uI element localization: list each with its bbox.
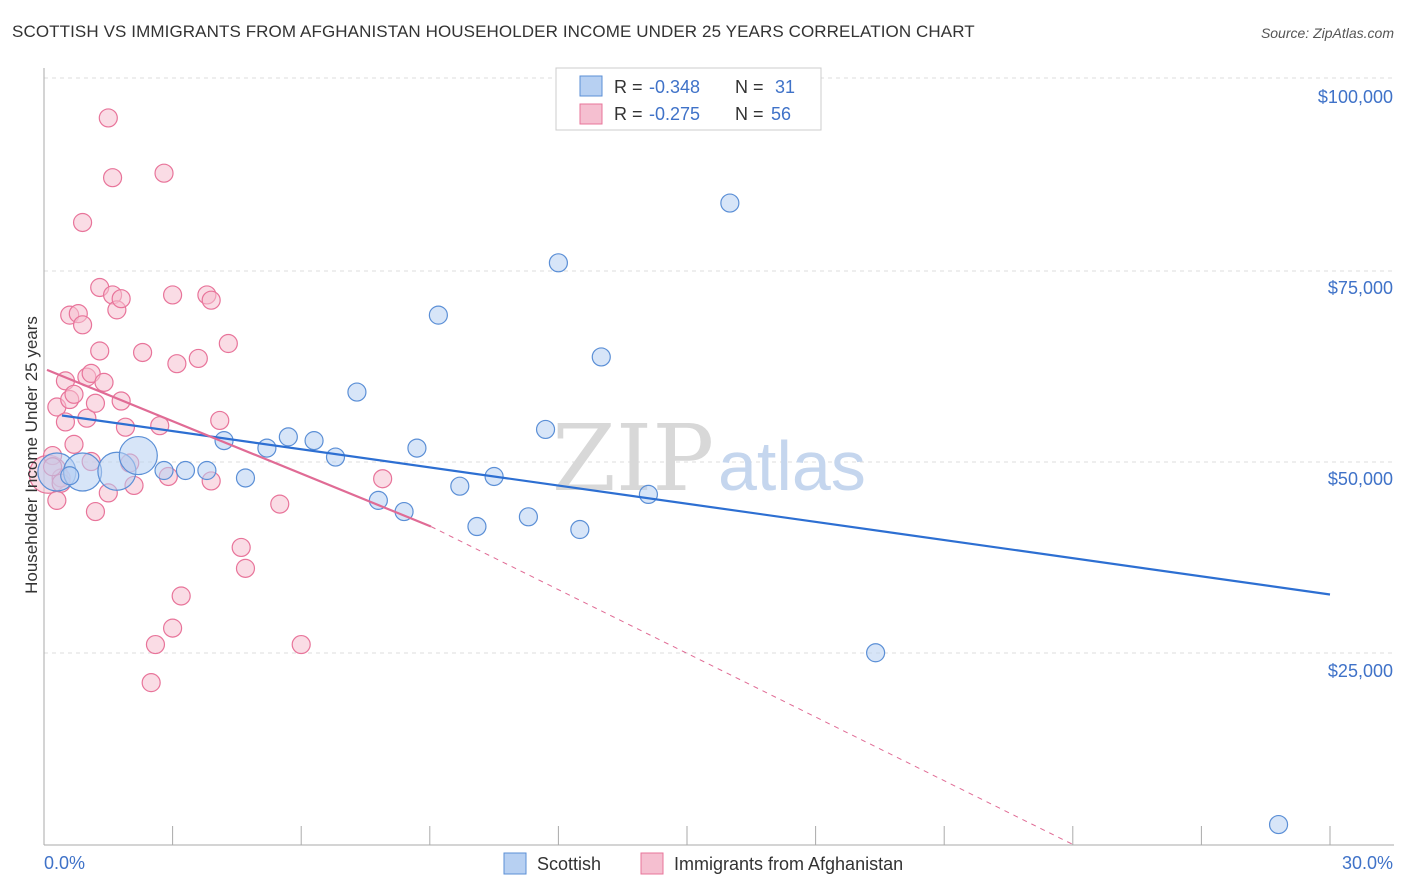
watermark: ZIP atlas xyxy=(552,405,866,512)
chart-title: SCOTTISH VS IMMIGRANTS FROM AFGHANISTAN … xyxy=(12,22,975,41)
afghan-point xyxy=(64,434,84,454)
afghan-point xyxy=(115,417,136,437)
afghan-point xyxy=(72,315,93,335)
afghan-point xyxy=(188,348,208,369)
source-label: Source: ZipAtlas.com xyxy=(1260,25,1394,41)
series-scottish-points xyxy=(37,193,1289,835)
scottish-point xyxy=(428,305,448,325)
stats-n-value-scottish: 31 xyxy=(775,77,795,97)
scottish-point xyxy=(450,476,470,496)
afghan-point xyxy=(163,618,183,638)
series-afghan-points xyxy=(28,108,393,693)
y-tick-labels: $100,000 $75,000 $50,000 $25,000 xyxy=(1318,87,1393,681)
scottish-point xyxy=(407,438,427,458)
watermark-zip: ZIP xyxy=(552,405,714,512)
x-ticks xyxy=(43,826,1331,845)
trend-line-afghan-extension xyxy=(430,526,1073,845)
afghan-point xyxy=(145,634,166,655)
afghan-point xyxy=(90,341,110,361)
scottish-point xyxy=(591,347,611,367)
afghan-point xyxy=(210,410,230,431)
stats-r-value-afghan: -0.275 xyxy=(649,104,700,124)
stats-r-label-scottish: R = xyxy=(614,77,643,97)
stats-n-label-scottish: N = xyxy=(735,77,764,97)
stats-n-value-afghan: 56 xyxy=(771,104,791,124)
stats-n-label-afghan: N = xyxy=(735,104,764,124)
series-legend: Scottish Immigrants from Afghanistan xyxy=(503,852,903,875)
stats-r-label-afghan: R = xyxy=(614,104,643,124)
scottish-point xyxy=(60,466,80,486)
legend-label-afghan: Immigrants from Afghanistan xyxy=(674,854,903,874)
legend-label-scottish: Scottish xyxy=(537,854,601,874)
trend-line-scottish xyxy=(61,414,1331,596)
legend-swatch-scottish xyxy=(503,852,527,875)
scottish-point xyxy=(257,438,277,458)
watermark-atlas: atlas xyxy=(718,427,866,505)
trend-line-afghan xyxy=(46,368,432,528)
scottish-point xyxy=(570,519,590,540)
afghan-point xyxy=(201,290,221,310)
y-axis-title: Householder Income Under 25 years xyxy=(22,316,41,594)
y-tick-label: $75,000 xyxy=(1328,278,1393,298)
scottish-point xyxy=(1268,814,1289,835)
scottish-point xyxy=(638,484,659,505)
afghan-point xyxy=(218,333,238,354)
y-tick-label: $25,000 xyxy=(1328,661,1393,681)
stats-swatch-scottish xyxy=(579,75,603,97)
afghan-point xyxy=(167,354,187,374)
afghan-point xyxy=(85,393,106,413)
scottish-point xyxy=(235,468,256,488)
x-tick-label-min: 0.0% xyxy=(44,853,85,873)
afghan-point xyxy=(94,372,114,392)
scottish-point xyxy=(720,193,740,213)
afghan-point xyxy=(291,634,311,655)
scottish-point xyxy=(154,460,174,481)
trend-lines xyxy=(46,368,1331,845)
legend-swatch-afghan xyxy=(640,852,664,875)
y-tick-label: $50,000 xyxy=(1328,469,1393,489)
afghan-point xyxy=(154,163,174,183)
scottish-point xyxy=(467,516,487,537)
afghan-point xyxy=(171,586,191,606)
scottish-point xyxy=(304,431,324,451)
scottish-point xyxy=(347,382,367,402)
afghan-point xyxy=(163,285,183,305)
scottish-point xyxy=(548,253,569,273)
afghan-point xyxy=(98,108,118,128)
y-tick-label: $100,000 xyxy=(1318,87,1393,107)
afghan-point xyxy=(72,212,93,233)
afghan-point xyxy=(231,537,251,558)
x-tick-label-max: 30.0% xyxy=(1342,853,1393,873)
afghan-point xyxy=(132,342,153,363)
afghan-point xyxy=(47,490,67,510)
afghan-point xyxy=(102,168,123,188)
scottish-point xyxy=(197,460,217,481)
afghan-point xyxy=(373,469,393,489)
scottish-point xyxy=(535,419,556,440)
stats-legend: R = -0.348 N = 31 R = -0.275 N = 56 xyxy=(555,67,822,131)
afghan-point xyxy=(85,501,106,522)
afghan-point xyxy=(111,289,131,309)
afghan-point xyxy=(64,384,84,404)
scottish-point xyxy=(325,447,346,467)
scottish-point xyxy=(866,643,886,663)
scottish-point xyxy=(518,507,538,527)
afghan-point xyxy=(270,494,290,514)
scottish-point xyxy=(278,427,298,447)
stats-swatch-afghan xyxy=(579,103,603,125)
afghan-point xyxy=(141,673,161,693)
afghan-point xyxy=(235,558,256,578)
scottish-point xyxy=(118,435,158,476)
stats-r-value-scottish: -0.348 xyxy=(649,77,700,97)
scottish-point xyxy=(175,460,196,481)
